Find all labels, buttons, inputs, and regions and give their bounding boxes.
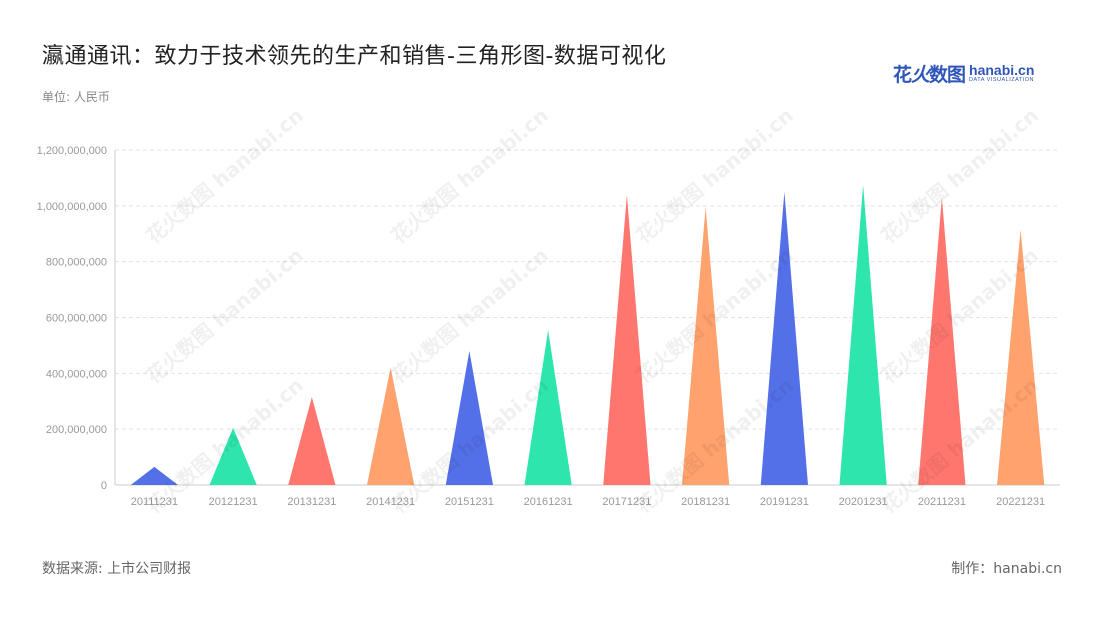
brand-cn: 花火数图	[893, 64, 966, 86]
chart-title: 瀛通通讯：致力于技术领先的生产和销售-三角形图-数据可视化	[42, 44, 667, 69]
brand-en: hanabi.cn	[969, 62, 1035, 79]
triangle-bar	[603, 194, 651, 485]
triangle-bar	[682, 207, 730, 485]
brand-logo: 花火数图 hanabi.cn DATA VISUALIZATION	[893, 60, 1034, 87]
x-tick-label: 20151231	[445, 496, 494, 508]
x-tick-label: 20111231	[131, 496, 178, 508]
y-tick-label: 800,000,000	[46, 257, 107, 269]
x-tick-label: 20121231	[209, 496, 258, 508]
triangle-bar	[760, 191, 808, 485]
x-tick-label: 20201231	[839, 496, 888, 508]
x-tick-label: 20171231	[602, 496, 651, 508]
triangle-bar	[524, 330, 572, 485]
triangle-bar	[130, 466, 178, 485]
triangle-bar	[445, 351, 493, 485]
unit-label: 单位: 人民币	[42, 90, 110, 104]
data-source: 数据来源: 上市公司财报	[42, 561, 192, 577]
triangle-bar	[367, 367, 415, 485]
x-tick-label: 20141231	[366, 496, 415, 508]
brand-sub: DATA VISUALIZATION	[969, 77, 1034, 84]
y-tick-label: 600,000,000	[46, 313, 107, 325]
triangle-bar	[839, 184, 887, 486]
x-tick-label: 20181231	[681, 496, 730, 508]
x-tick-label: 20221231	[996, 496, 1045, 508]
x-tick-label: 20161231	[524, 496, 573, 508]
triangle-bar	[997, 229, 1045, 485]
triangle-bar	[288, 397, 336, 485]
x-tick-label: 20211231	[918, 496, 966, 508]
y-tick-label: 0	[101, 480, 107, 492]
y-tick-label: 200,000,000	[46, 424, 107, 436]
triangle-bar	[918, 197, 966, 486]
credit: 制作：hanabi.cn	[951, 561, 1062, 577]
y-tick-label: 1,200,000,000	[37, 145, 107, 157]
x-tick-label: 20191231	[760, 496, 809, 508]
triangle-bar	[209, 427, 257, 485]
y-tick-label: 400,000,000	[46, 368, 107, 380]
y-tick-label: 1,000,000,000	[37, 201, 107, 213]
x-tick-label: 20131231	[287, 496, 336, 508]
